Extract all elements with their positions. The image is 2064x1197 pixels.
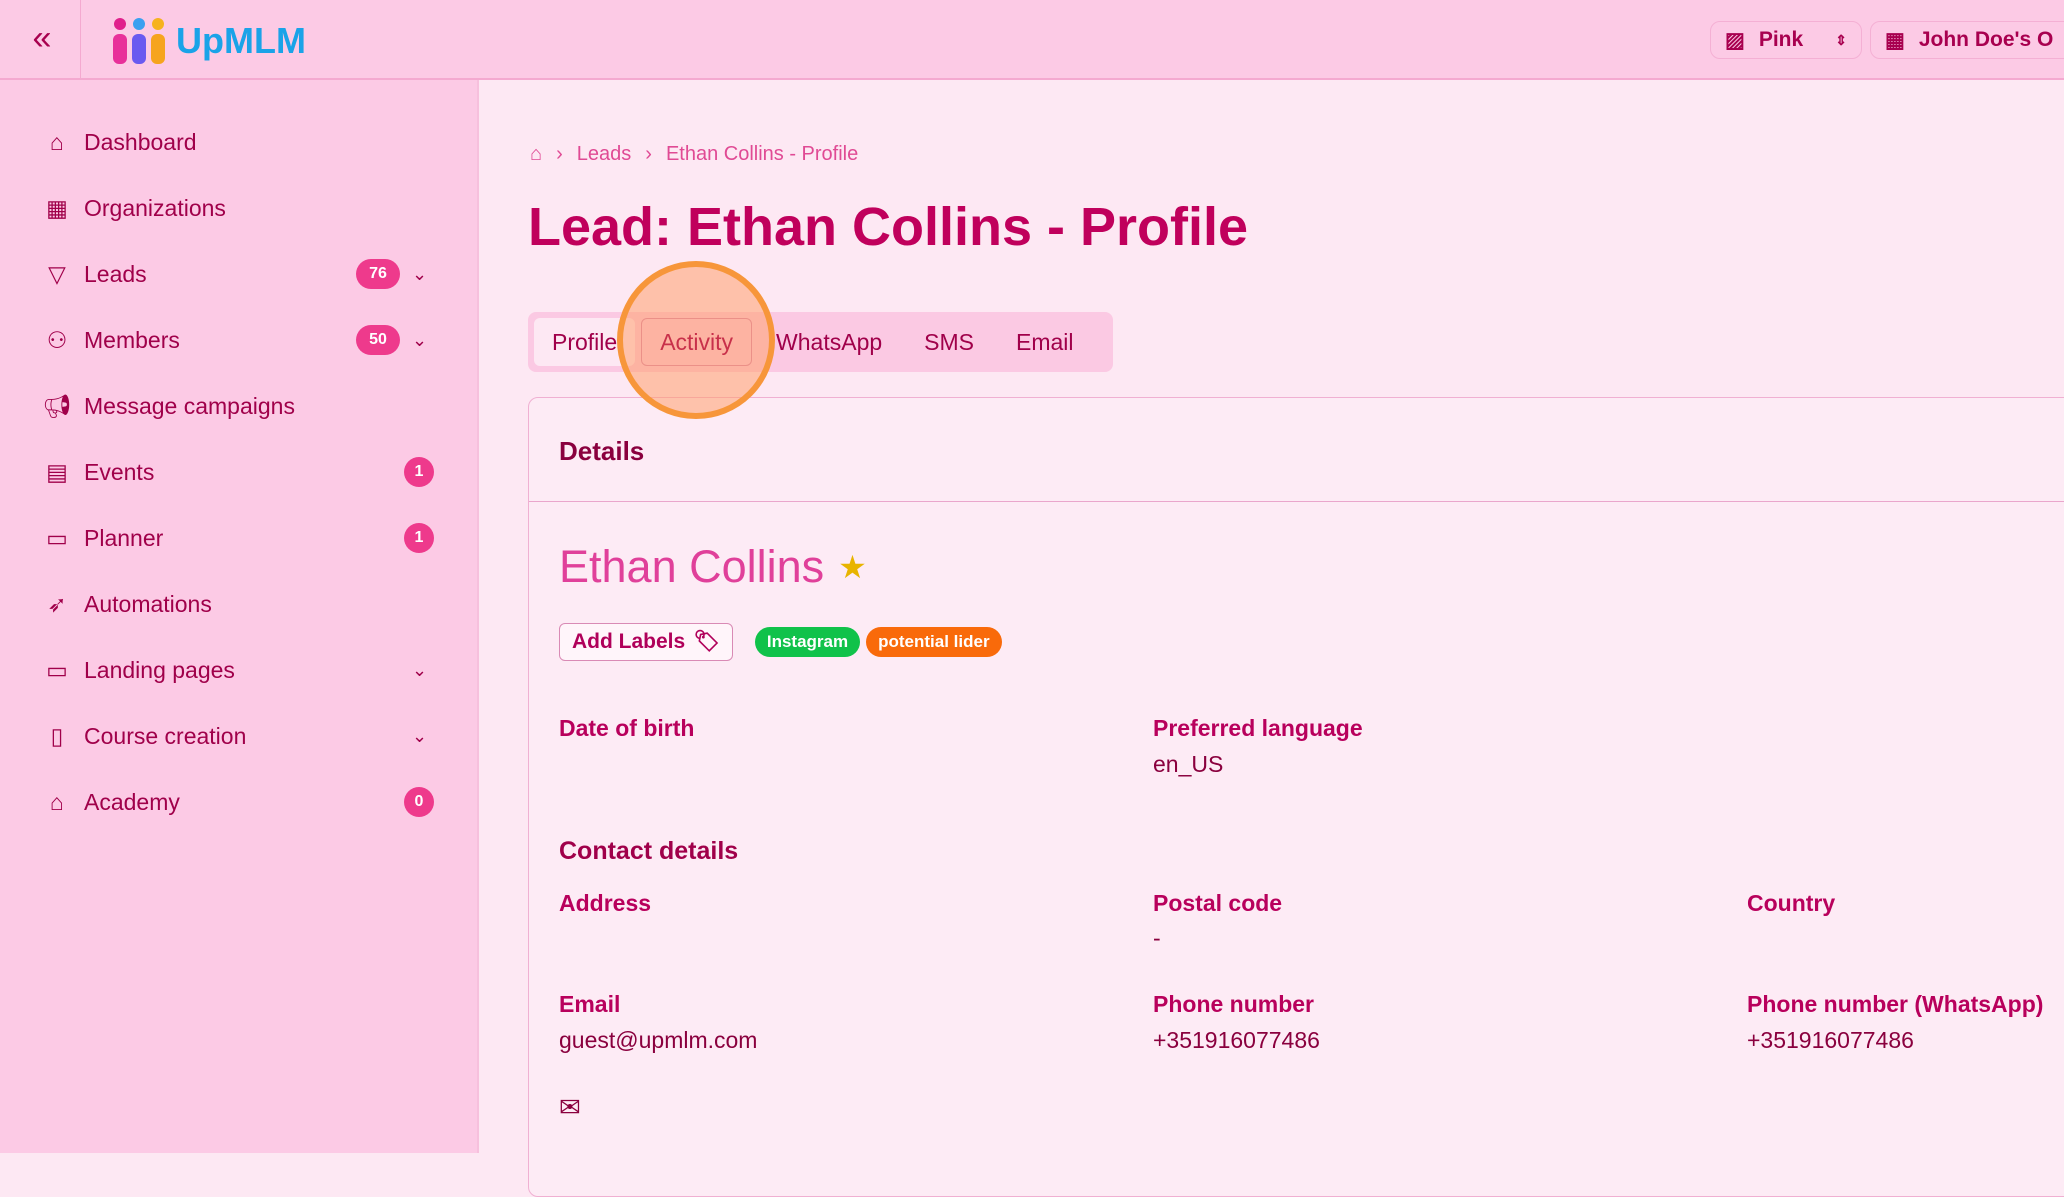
count-badge: 50 bbox=[356, 325, 400, 355]
divider bbox=[80, 0, 81, 80]
whatsapp-label: Phone number (WhatsApp) bbox=[1747, 991, 2044, 1017]
sidebar-item-message-campaigns[interactable]: 📢︎ Message campaigns bbox=[42, 386, 442, 426]
label: Academy bbox=[84, 788, 180, 815]
label: Course creation bbox=[84, 722, 247, 749]
tag-icon: 🏷︎ bbox=[693, 630, 720, 653]
brand-name: UpMLM bbox=[176, 20, 306, 61]
tag-potential-lider[interactable]: potential lider bbox=[866, 627, 1002, 657]
sidebar-item-leads[interactable]: ▽ Leads 76 ⌄ bbox=[42, 254, 442, 294]
users-icon: ⚇ bbox=[46, 326, 68, 353]
whatsapp-value: +351916077486 bbox=[1747, 1027, 1914, 1053]
phone-label: Phone number bbox=[1153, 991, 1315, 1017]
lead-name: Ethan Collins ★ bbox=[559, 541, 867, 593]
postal-code-value: - bbox=[1153, 925, 1161, 951]
count-badge: 76 bbox=[356, 259, 400, 289]
sidebar-item-landing-pages[interactable]: ▭ Landing pages ⌄ bbox=[42, 650, 442, 690]
home-icon[interactable]: ⌂ bbox=[530, 143, 543, 165]
sidebar-item-organizations[interactable]: ▦ Organizations bbox=[42, 188, 442, 228]
tab-bar: Profile Activity WhatsApp SMS Email bbox=[528, 312, 1113, 372]
graduation-cap-icon: ⌂ bbox=[50, 788, 64, 815]
contact-details-heading: Contact details bbox=[559, 837, 739, 865]
mail-icon[interactable]: ✉ bbox=[559, 1092, 581, 1122]
preferred-language-label: Preferred language bbox=[1153, 715, 1363, 741]
chevron-down-icon[interactable]: ⌄ bbox=[412, 263, 428, 284]
chevron-down-icon[interactable]: ⌄ bbox=[412, 329, 428, 350]
funnel-icon: ▽ bbox=[48, 260, 66, 287]
label: Planner bbox=[84, 524, 164, 551]
phone-value: +351916077486 bbox=[1153, 1027, 1320, 1053]
details-card: Details Ethan Collins ★ Add Labels 🏷︎ Inst… bbox=[528, 397, 2064, 1197]
tab-sms[interactable]: SMS bbox=[924, 328, 974, 355]
sidebar-item-members[interactable]: ⚇ Members 50 ⌄ bbox=[42, 320, 442, 360]
label: Automations bbox=[84, 590, 212, 617]
sidebar-item-events[interactable]: ▤ Events 1 bbox=[42, 452, 442, 492]
home-icon: ⌂ bbox=[50, 128, 64, 155]
sidebar-item-course-creation[interactable]: ▯ Course creation ⌄ bbox=[42, 716, 442, 756]
add-labels-text: Add Labels bbox=[572, 630, 686, 653]
count-badge: 1 bbox=[404, 457, 434, 487]
preferred-language-value: en_US bbox=[1153, 751, 1224, 777]
calendar-icon: ▤ bbox=[46, 458, 68, 485]
breadcrumb-current: Ethan Collins - Profile bbox=[665, 143, 859, 165]
sidebar-item-academy[interactable]: ⌂ Academy 0 bbox=[42, 782, 442, 822]
email-value[interactable]: guest@upmlm.com bbox=[559, 1027, 758, 1053]
label: Members bbox=[84, 326, 180, 353]
chevron-right-icon: › bbox=[645, 143, 652, 165]
sidebar: ⌂ Dashboard ▦ Organizations ▽ Leads 76 ⌄ ⚇ Mem… bbox=[0, 80, 479, 1153]
date-of-birth-label: Date of birth bbox=[559, 715, 695, 741]
chevron-down-icon[interactable]: ⌄ bbox=[412, 659, 428, 680]
lead-name-text: Ethan Collins bbox=[559, 541, 825, 592]
monitor-icon: ▭ bbox=[46, 656, 68, 683]
chevron-up-down-icon: ⇕ bbox=[1835, 31, 1847, 48]
theme-selector[interactable]: ▨ Pink ⇕ bbox=[1710, 21, 1862, 59]
organization-label: John Doe's O bbox=[1918, 28, 2054, 51]
label: Dashboard bbox=[84, 128, 197, 155]
tab-email[interactable]: Email bbox=[1016, 328, 1074, 355]
breadcrumb-leads[interactable]: Leads bbox=[576, 143, 632, 165]
megaphone-icon: 📢︎ bbox=[42, 392, 72, 419]
sidebar-item-automations[interactable]: ➶ Automations bbox=[42, 584, 442, 624]
labels-row: Add Labels 🏷︎ Instagram potential lider bbox=[559, 623, 1002, 661]
label: Leads bbox=[84, 260, 147, 287]
building-icon: ▦ bbox=[1885, 28, 1905, 52]
clipboard-icon: ▭ bbox=[46, 524, 68, 551]
count-badge: 1 bbox=[404, 523, 434, 553]
organization-selector[interactable]: ▦ John Doe's O bbox=[1870, 21, 2064, 59]
card-header: Details bbox=[529, 398, 2064, 502]
sidebar-item-planner[interactable]: ▭ Planner 1 bbox=[42, 518, 442, 558]
collapse-sidebar-icon[interactable]: « bbox=[32, 19, 52, 57]
theme-label: Pink bbox=[1758, 28, 1804, 51]
label: Organizations bbox=[84, 194, 226, 221]
page-title: Lead: Ethan Collins - Profile bbox=[528, 197, 1249, 257]
address-label: Address bbox=[559, 890, 652, 916]
swatch-icon: ▨ bbox=[1725, 28, 1745, 52]
book-icon: ▯ bbox=[50, 722, 64, 749]
label: Message campaigns bbox=[84, 392, 295, 419]
logo[interactable]: UpMLM bbox=[110, 16, 306, 66]
breadcrumb: ⌂ › Leads › Ethan Collins - Profile bbox=[530, 143, 858, 166]
label: Landing pages bbox=[84, 656, 235, 683]
chevron-down-icon[interactable]: ⌄ bbox=[412, 725, 428, 746]
count-badge: 0 bbox=[404, 787, 434, 817]
country-label: Country bbox=[1747, 890, 1836, 916]
label: Events bbox=[84, 458, 155, 485]
tab-activity[interactable]: Activity bbox=[641, 318, 753, 366]
star-icon[interactable]: ★ bbox=[838, 549, 867, 585]
chevron-right-icon: › bbox=[556, 143, 563, 165]
postal-code-label: Postal code bbox=[1153, 890, 1283, 916]
rocket-icon: ➶ bbox=[47, 590, 67, 617]
add-labels-button[interactable]: Add Labels 🏷︎ bbox=[559, 623, 733, 661]
tab-profile[interactable]: Profile bbox=[534, 318, 636, 366]
email-label: Email bbox=[559, 991, 621, 1017]
logo-icon bbox=[113, 18, 165, 64]
top-header: « UpMLM ▨ Pink ⇕ ▦ John Doe's O bbox=[0, 0, 2064, 80]
sidebar-item-dashboard[interactable]: ⌂ Dashboard bbox=[42, 122, 442, 162]
building-icon: ▦ bbox=[46, 194, 68, 221]
tag-instagram[interactable]: Instagram bbox=[754, 627, 861, 657]
tab-whatsapp[interactable]: WhatsApp bbox=[776, 328, 883, 355]
